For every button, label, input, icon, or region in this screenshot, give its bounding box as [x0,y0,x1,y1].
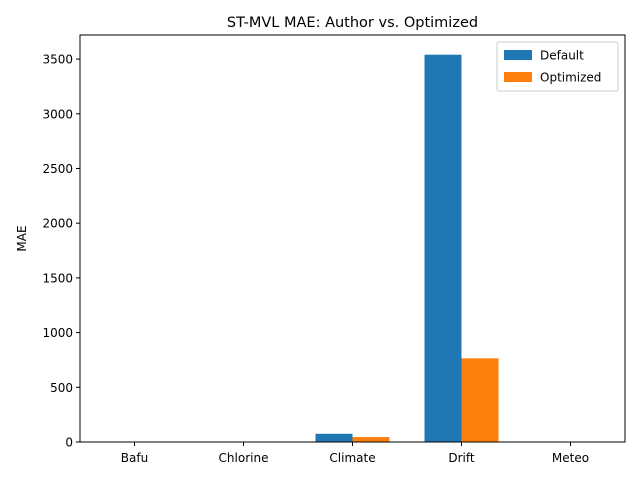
bar-default-climate [315,433,353,442]
y-tick-label: 1500 [42,271,73,285]
x-tick-label: Chlorine [219,451,269,465]
x-axis: Bafu Chlorine Climate Drift Meteo [121,442,589,465]
x-tick-label: Meteo [552,451,589,465]
y-tick-label: 3000 [42,107,73,121]
y-tick-label: 500 [50,381,73,395]
y-tick-label: 3500 [42,53,73,67]
legend-swatch-optimized [504,72,532,82]
legend-swatch-default [504,50,532,60]
y-axis: 0 500 1000 1500 2000 2500 3000 3500 [42,53,80,450]
x-tick-label: Climate [329,451,375,465]
bar-default-drift [424,54,462,443]
bars-layer [97,54,608,443]
legend-label-default: Default [540,49,584,63]
legend: Default Optimized [496,41,619,92]
y-tick-label: 1000 [42,326,73,340]
x-tick-label: Bafu [121,451,148,465]
plot-frame [79,34,626,443]
y-tick-label: 2000 [42,217,73,231]
y-tick-label: 2500 [42,162,73,176]
y-axis-title: MAE [15,225,29,251]
x-tick-label: Drift [448,451,475,465]
chart-title: ST-MVL MAE: Author vs. Optimized [227,15,478,31]
legend-label-optimized: Optimized [540,71,601,85]
bar-optimized-climate [352,437,390,442]
bar-optimized-drift [461,358,499,442]
y-tick-label: 0 [65,436,73,450]
